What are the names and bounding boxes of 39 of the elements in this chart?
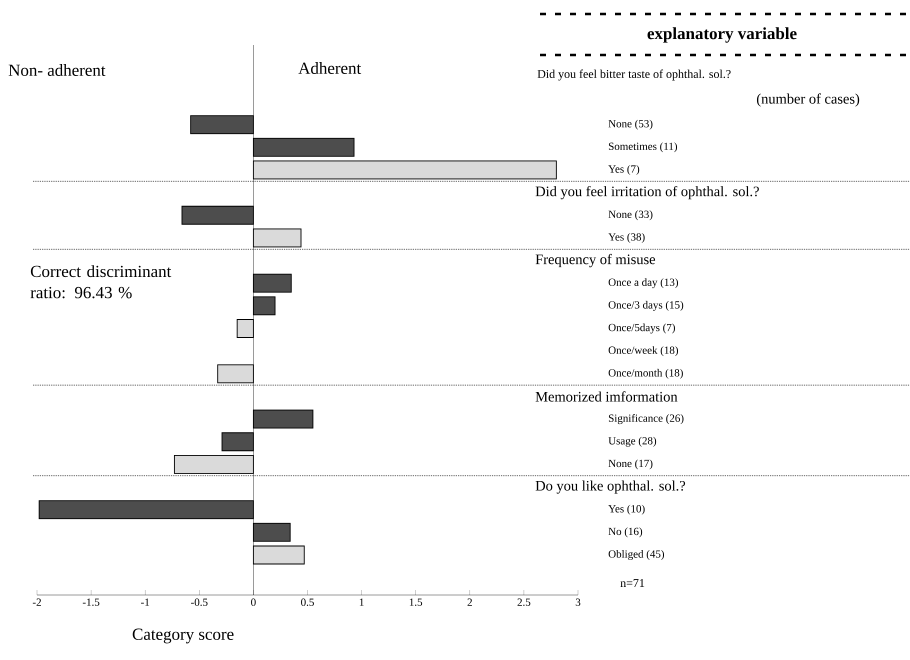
- x-tick-label: 3: [576, 598, 580, 606]
- y-tick-label: Once a day (13): [608, 278, 678, 288]
- x-axis-title: Category score: [132, 628, 234, 644]
- annotation: Frequency of misuse: [536, 254, 656, 268]
- y-tick-label: Yes (38): [608, 232, 645, 243]
- x-tick-label: -0.5: [191, 598, 208, 606]
- x-tick-label: -1.5: [82, 598, 100, 606]
- x-tick-label: -1: [141, 598, 150, 606]
- x-tick-label: -2: [32, 598, 41, 606]
- annotation: Memorized imformation: [536, 391, 678, 402]
- text: n=71: [620, 579, 644, 587]
- y-tick-label: Usage (28): [608, 436, 656, 447]
- y-tick-label: None (33): [608, 210, 652, 220]
- text: Non- adherent: [8, 64, 106, 76]
- y-tick-label: None (17): [608, 459, 652, 470]
- y-tick-label: Obliged (45): [608, 550, 664, 560]
- text: Adherent: [298, 62, 362, 74]
- y-tick-label: Significance (26): [608, 414, 684, 424]
- x-tick-label: 2.5: [518, 598, 530, 606]
- x-tick-label: 0.5: [301, 598, 314, 606]
- text: Did you feel bitter taste of ophthal. sol.?: [538, 69, 731, 80]
- annotation: Do you like ophthal. sol.?: [536, 480, 686, 494]
- text: (number of cases): [756, 93, 860, 107]
- y-tick-label: No (16): [608, 527, 642, 538]
- y-tick-label: Once/5days (7): [608, 324, 675, 334]
- annotation: Correct discriminant ratio: 96.43 %: [30, 265, 172, 298]
- text: explanatory variable: [648, 27, 797, 43]
- x-tick-label: 1.5: [410, 598, 422, 606]
- y-tick-label: Yes (7): [608, 164, 640, 175]
- y-tick-label: Once/month (18): [608, 368, 683, 379]
- x-tick-label: 2: [468, 598, 472, 606]
- x-tick-label: 0: [251, 598, 256, 606]
- y-tick-label: None (53): [608, 120, 652, 130]
- y-tick-label: Once/week (18): [608, 346, 678, 356]
- y-tick-label: Sometimes (11): [608, 142, 678, 152]
- y-tick-label: Once/3 days (15): [608, 300, 684, 311]
- x-tick-label: 1: [360, 598, 364, 606]
- annotation: Did you feel irritation of ophthal. sol.?: [536, 186, 759, 200]
- y-tick-label: Yes (10): [608, 504, 645, 515]
